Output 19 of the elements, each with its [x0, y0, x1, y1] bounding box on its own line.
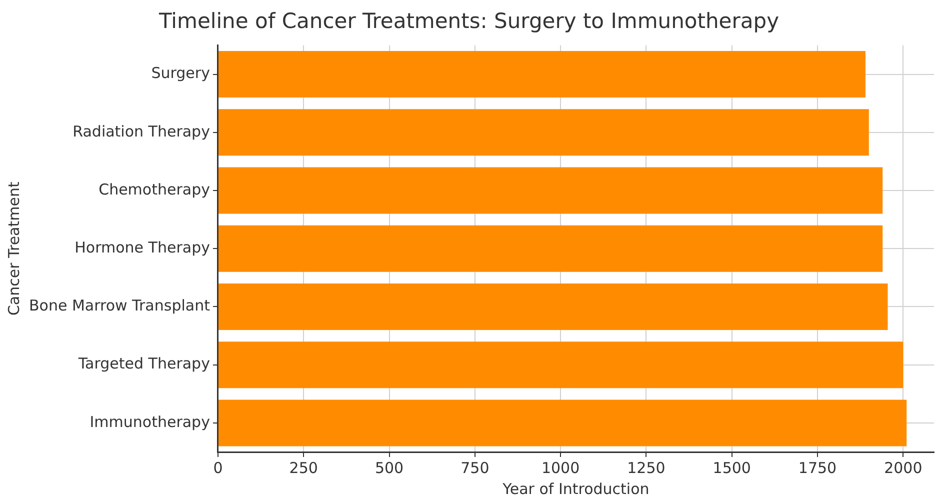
y-tick-label: Hormone Therapy	[74, 238, 210, 256]
y-tick-label: Bone Marrow Transplant	[29, 296, 210, 315]
y-axis-title: Cancer Treatment	[4, 182, 23, 316]
x-tick-label: 1500	[712, 458, 751, 477]
x-tick-label: 500	[374, 458, 404, 477]
x-tick-label: 1750	[798, 458, 837, 477]
x-axis-title: Year of Introduction	[502, 480, 650, 498]
chart-title: Timeline of Cancer Treatments: Surgery to Immunotherapy	[158, 9, 779, 34]
x-tick-label: 1250	[627, 458, 666, 477]
x-tick-label: 0	[213, 458, 223, 477]
y-tick-label: Chemotherapy	[98, 180, 210, 198]
y-tick-label: Radiation Therapy	[72, 122, 210, 140]
x-tick-label: 1000	[541, 458, 580, 477]
x-tick-label: 750	[460, 458, 490, 477]
y-tick-label: Immunotherapy	[90, 412, 210, 431]
y-tick-label: Targeted Therapy	[77, 354, 210, 373]
x-tick-label: 2000	[884, 458, 922, 477]
x-tick-label: 250	[289, 458, 318, 477]
y-tick-label: Surgery	[151, 64, 210, 82]
